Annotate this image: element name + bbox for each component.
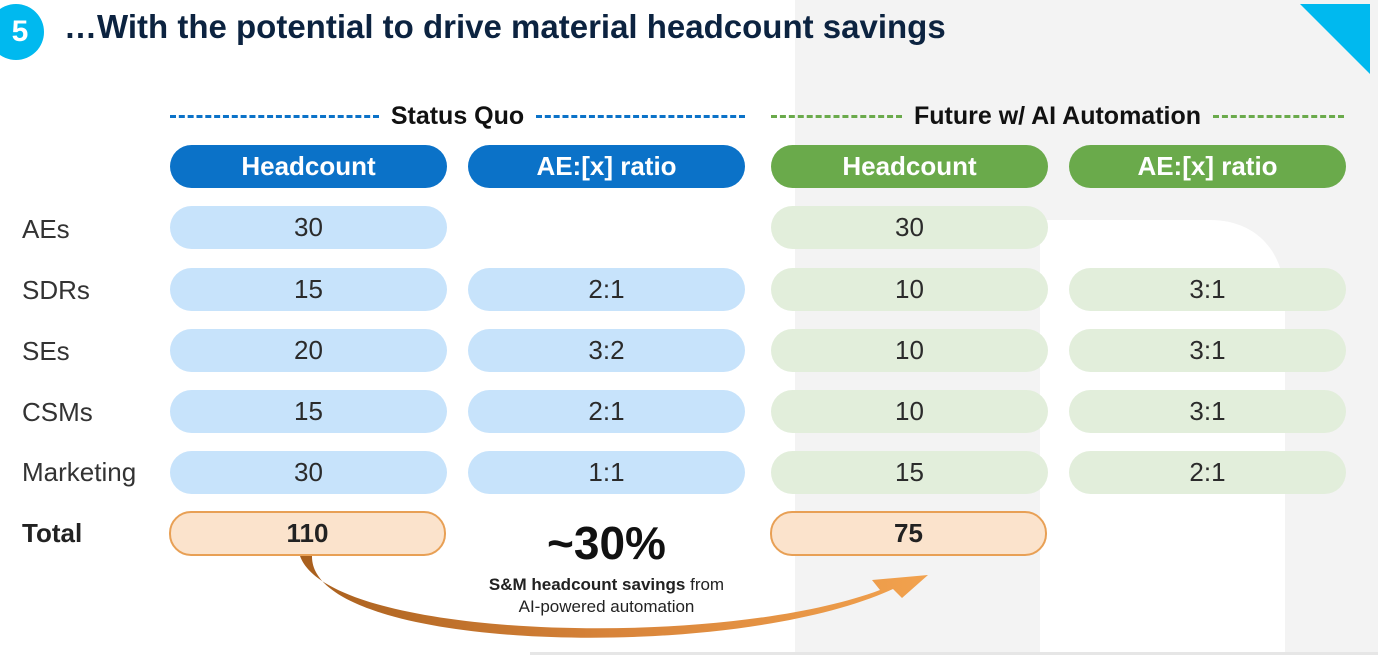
future-headcount-column-header: Headcount — [771, 145, 1048, 188]
future-total-headcount: 75 — [770, 511, 1047, 556]
status-quo-header: Status Quo — [170, 100, 745, 132]
row-label-ses: SEs — [22, 336, 70, 366]
row-label-aes: AEs — [22, 214, 70, 244]
sq-ratio-column-header: AE:[x] ratio — [468, 145, 745, 188]
sq-headcount-csms: 15 — [170, 390, 447, 433]
sq-ratio-csms: 2:1 — [468, 390, 745, 433]
future-headcount-sdrs: 10 — [771, 268, 1048, 311]
dashed-divider-right — [1213, 114, 1345, 118]
future-header: Future w/ AI Automation — [771, 100, 1345, 132]
row-label-marketing: Marketing — [22, 457, 137, 487]
savings-caption-bold: S&M headcount savings — [488, 575, 686, 594]
sq-headcount-sdrs: 15 — [170, 268, 447, 311]
savings-caption-line2: AI-powered automation — [518, 597, 695, 616]
sq-headcount-ses: 20 — [170, 329, 447, 372]
status-quo-title: Status Quo — [390, 101, 525, 130]
sq-total-headcount: 110 — [169, 511, 446, 556]
savings-caption-rest: from — [685, 575, 725, 594]
sq-headcount-marketing: 30 — [170, 451, 447, 494]
step-number-badge: 5 — [0, 4, 44, 60]
future-headcount-aes: 30 — [771, 206, 1048, 249]
sq-headcount-column-header: Headcount — [170, 145, 447, 188]
savings-callout: ~30% S&M headcount savings from AI-powere… — [468, 520, 745, 618]
future-headcount-csms: 10 — [771, 390, 1048, 433]
sq-headcount-aes: 30 — [170, 206, 447, 249]
savings-percent: ~30% — [547, 517, 666, 569]
future-title: Future w/ AI Automation — [914, 101, 1202, 130]
slide-title: …With the potential to drive material he… — [64, 8, 946, 45]
dashed-divider-right — [536, 114, 745, 118]
corner-triangle-icon — [1300, 4, 1370, 74]
row-label-csms: CSMs — [22, 397, 93, 427]
future-headcount-marketing: 15 — [771, 451, 1048, 494]
future-ratio-csms: 3:1 — [1069, 390, 1346, 433]
future-ratio-ses: 3:1 — [1069, 329, 1346, 372]
row-label-total: Total — [22, 518, 83, 548]
row-label-sdrs: SDRs — [22, 275, 90, 305]
sq-ratio-marketing: 1:1 — [468, 451, 745, 494]
dashed-divider-left — [771, 114, 902, 118]
savings-caption: S&M headcount savings from AI-powered aut… — [468, 574, 745, 618]
sq-ratio-ses: 3:2 — [468, 329, 745, 372]
future-ratio-sdrs: 3:1 — [1069, 268, 1346, 311]
future-ratio-marketing: 2:1 — [1069, 451, 1346, 494]
dashed-divider-left — [170, 114, 379, 118]
future-headcount-ses: 10 — [771, 329, 1048, 372]
future-ratio-column-header: AE:[x] ratio — [1069, 145, 1346, 188]
sq-ratio-sdrs: 2:1 — [468, 268, 745, 311]
